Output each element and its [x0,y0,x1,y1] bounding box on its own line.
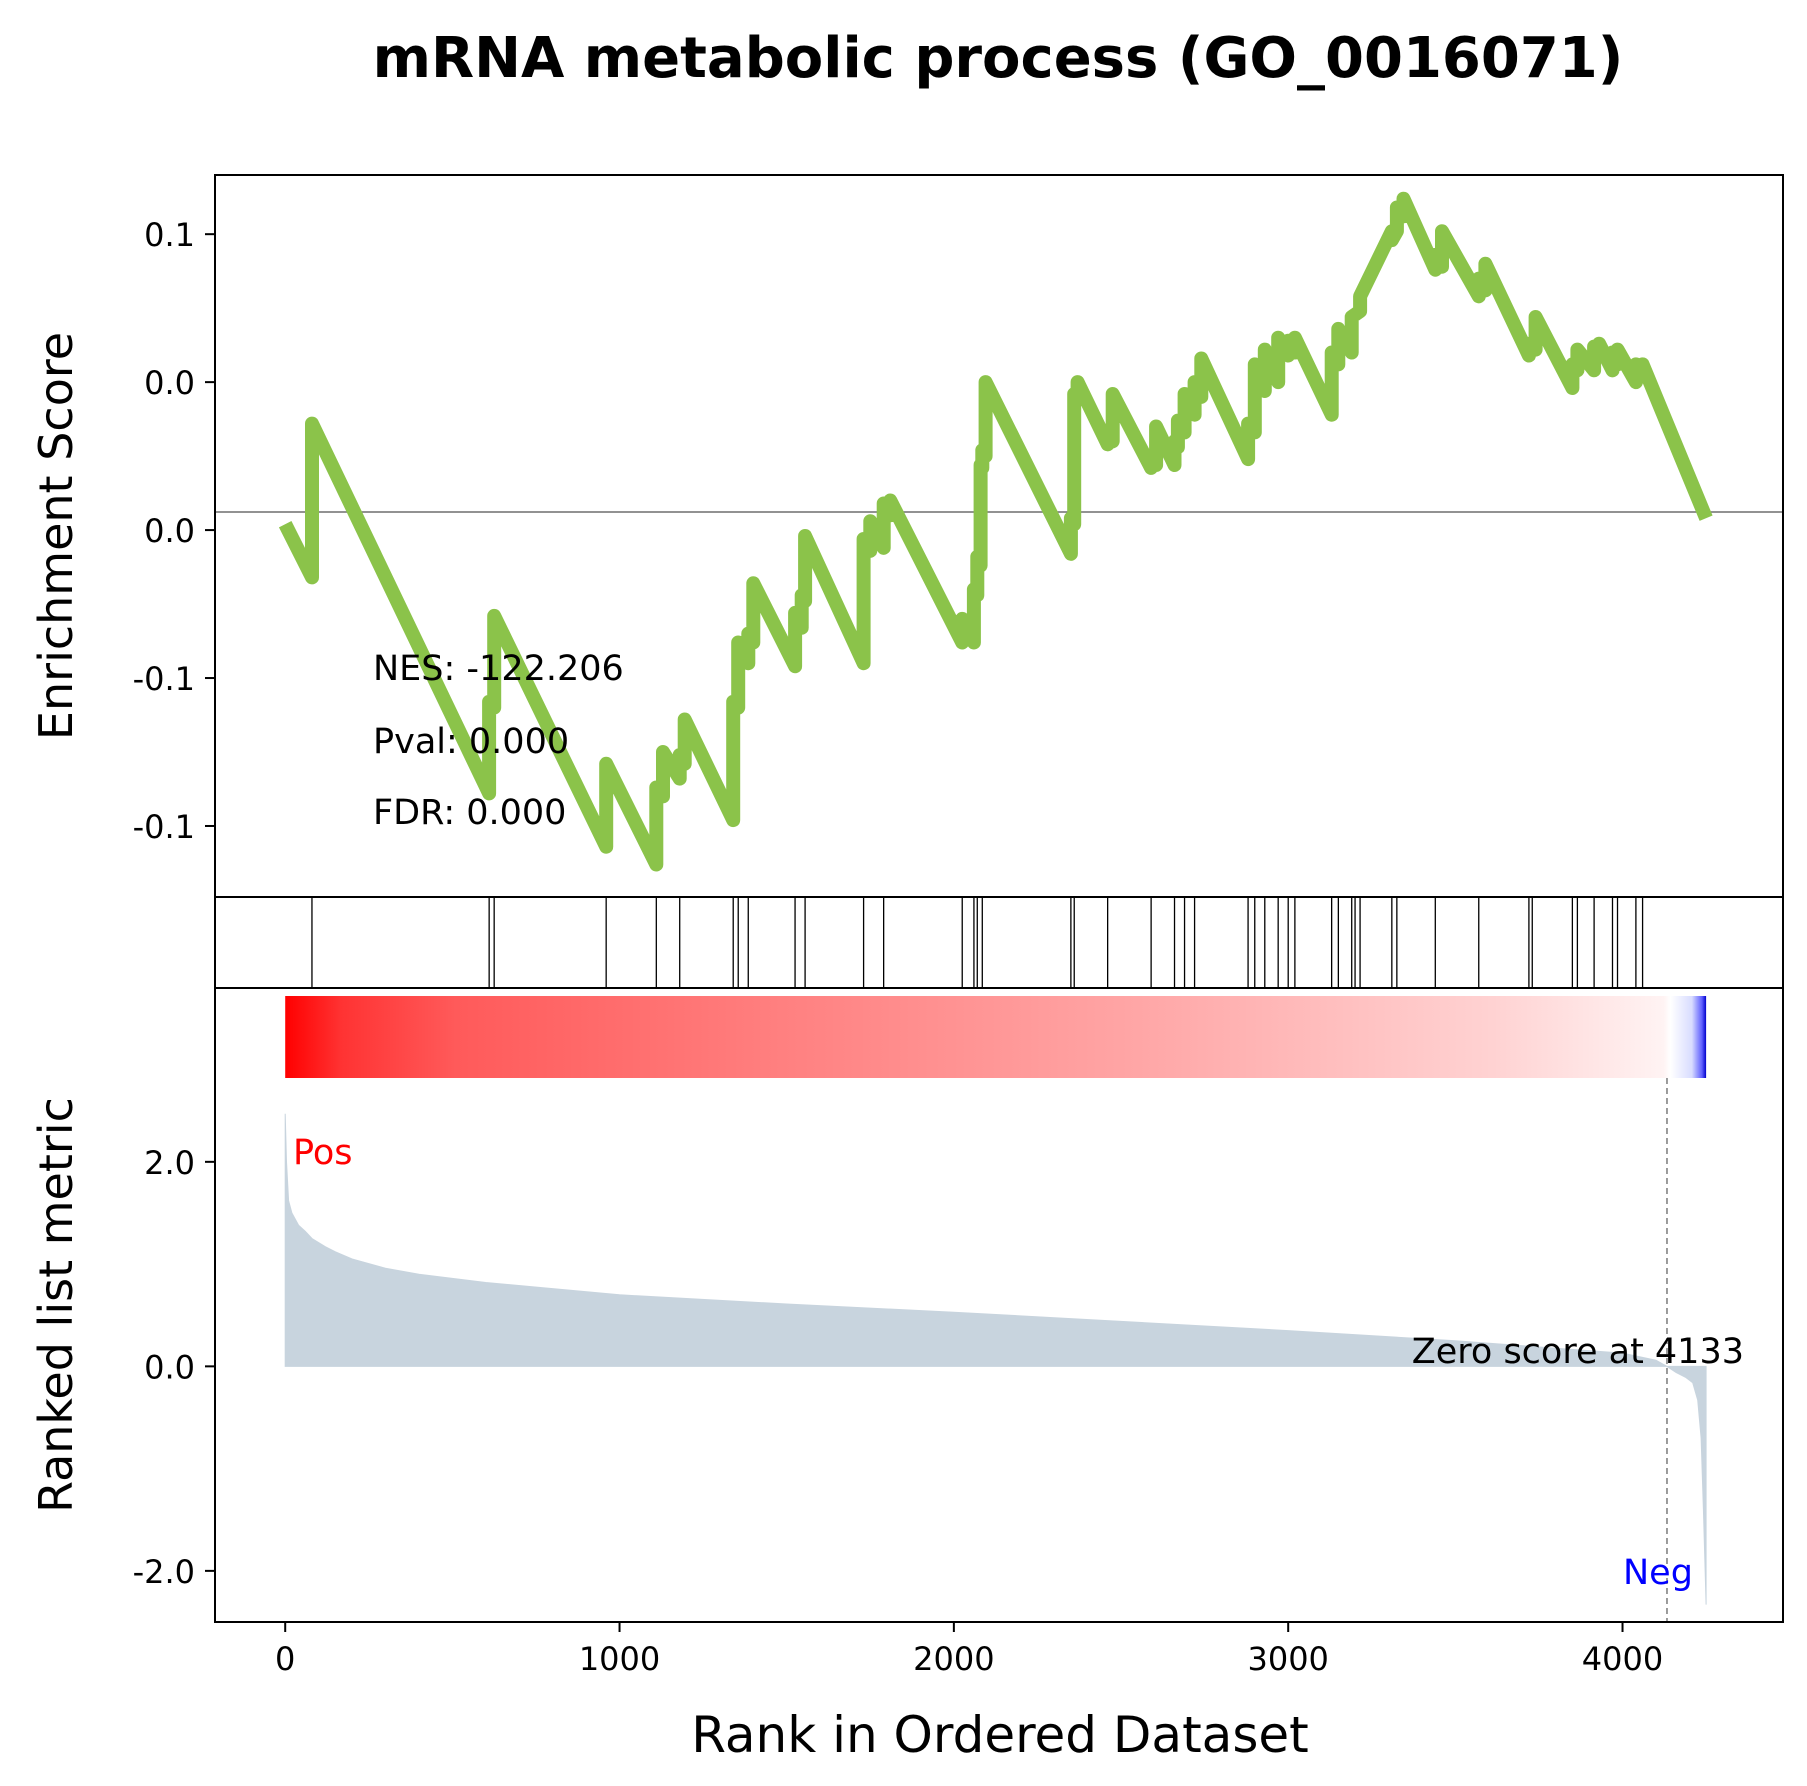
ranked-x-ticks: 0 1000 2000 3000 4000 [275,1622,1663,1678]
hit-markers [311,897,1644,988]
es-y-tick-label: -0.1 [133,808,195,846]
es-y-tick-label: 0.1 [144,216,195,254]
hits-panel [214,896,1784,989]
x-tick-label: 3000 [1247,1640,1328,1678]
es-panel: 0.1 0.0 0.0 -0.1 -0.1 NES: -122.206 Pval: 0.… [29,174,1784,898]
x-tick-label: 2000 [913,1640,994,1678]
x-tick-label: 4000 [1582,1640,1663,1678]
chart-title: mRNA metabolic process (GO_0016071) [373,26,1624,91]
ranked-metric-area [284,1113,1707,1605]
hits-panel-frame [214,896,1784,989]
es-y-label: Enrichment Score [29,332,83,740]
rank-colorbar [285,996,1707,1078]
es-curve [278,191,1713,872]
pval-annotation: Pval: 0.000 [373,722,569,762]
ranked-y-label: Ranked list metric [29,1097,83,1513]
ranked-y-ticks: 2.0 0.0 -2.0 [133,1144,215,1591]
ranked-y-tick-label: 0.0 [144,1348,195,1386]
es-panel-frame [214,174,1784,898]
ranked-y-tick-label: 2.0 [144,1144,195,1182]
ranked-panel: Zero score at 4133 Pos Neg 2.0 0.0 -2.0 0 1… [29,987,1784,1764]
es-y-tick-label: 0.0 [144,364,195,402]
zero-score-label: Zero score at 4133 [1412,1332,1744,1372]
ranked-y-tick-label: -2.0 [133,1553,195,1591]
fdr-annotation: FDR: 0.000 [373,793,566,833]
x-tick-label: 0 [275,1640,295,1678]
es-y-tick-label: 0.0 [144,512,195,550]
es-y-tick-label: -0.1 [133,660,195,698]
pos-label: Pos [293,1133,353,1173]
neg-label: Neg [1623,1553,1693,1593]
es-y-ticks: 0.1 0.0 0.0 -0.1 -0.1 [133,216,215,846]
nes-annotation: NES: -122.206 [373,649,624,689]
x-tick-label: 1000 [579,1640,660,1678]
x-axis-label: Rank in Ordered Dataset [691,1706,1308,1764]
ranked-panel-frame [214,987,1784,1623]
